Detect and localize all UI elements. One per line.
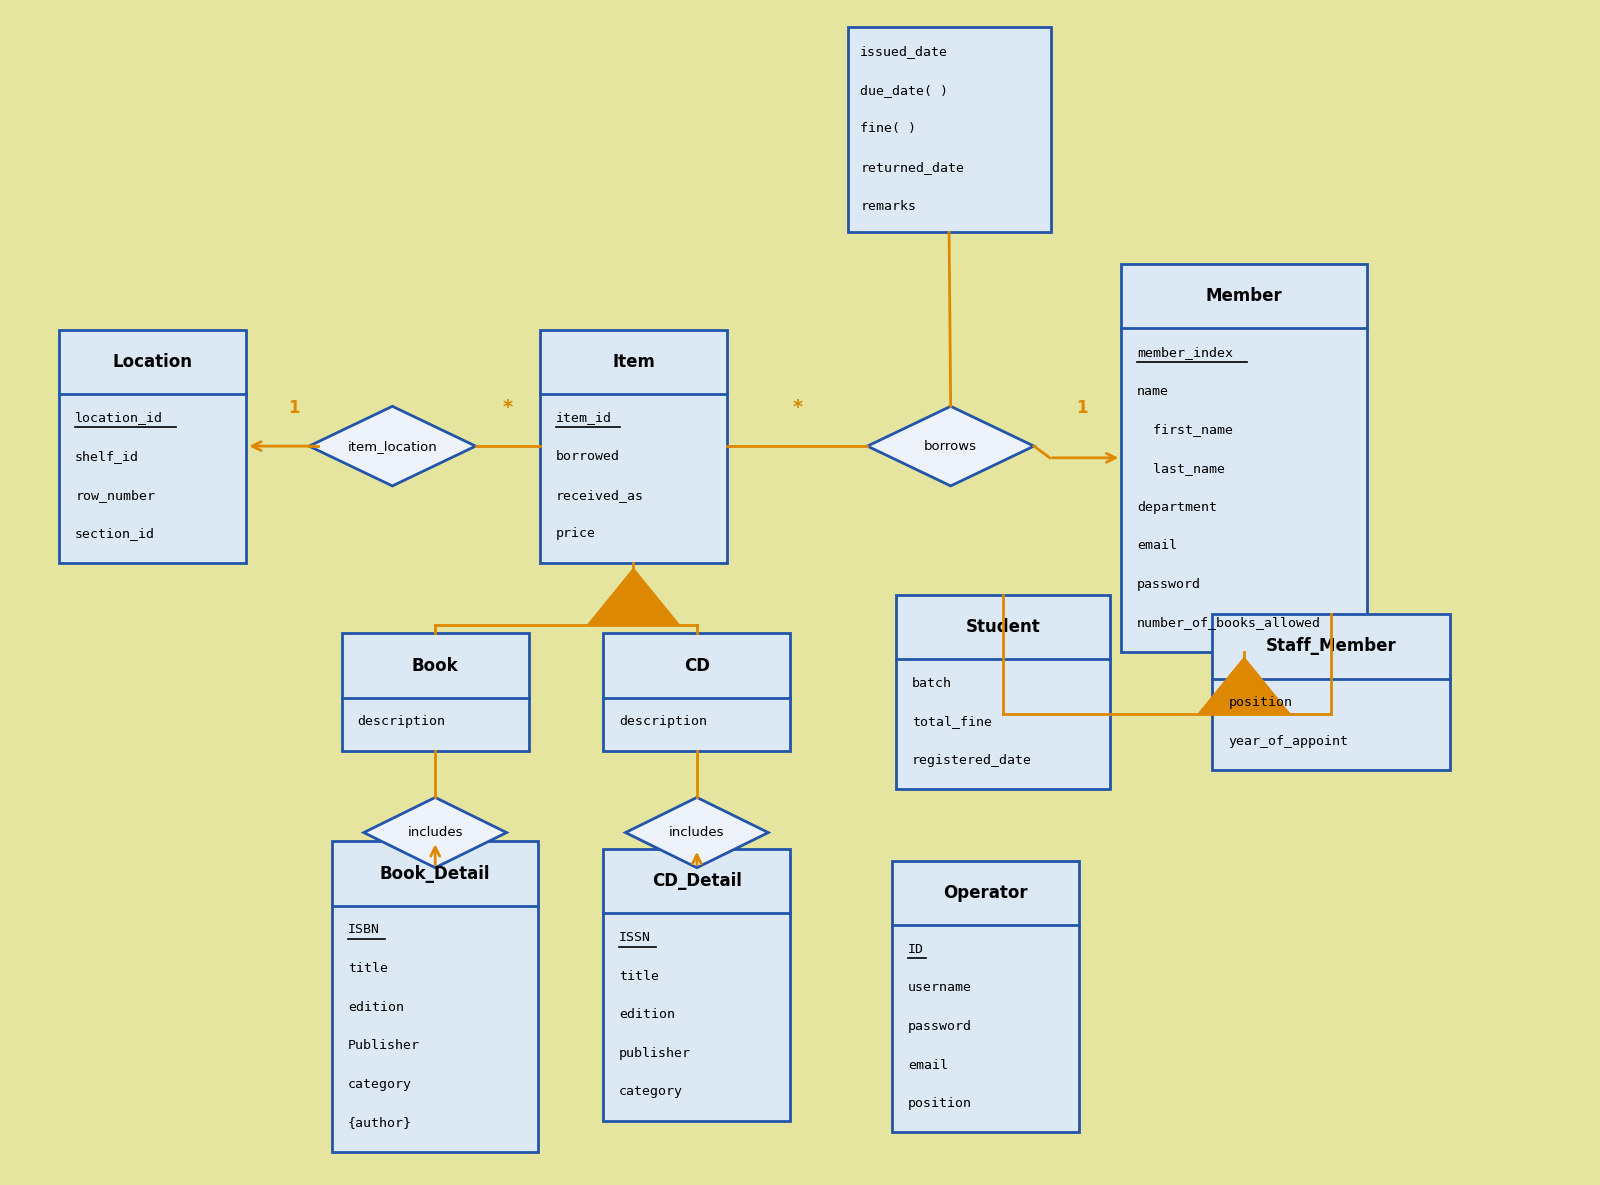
Text: Operator: Operator [944,884,1027,902]
Text: issued_date: issued_date [861,45,949,58]
Text: ISSN: ISSN [619,931,651,944]
Text: Member: Member [1206,287,1283,306]
Text: title: title [347,962,387,975]
Text: username: username [907,981,971,994]
Text: registered_date: registered_date [912,754,1032,767]
Text: 1: 1 [288,399,299,417]
Text: Item: Item [613,353,654,371]
Text: CD: CD [683,656,710,674]
Text: fine( ): fine( ) [861,122,917,135]
Bar [1213,614,1450,770]
Text: Publisher: Publisher [347,1039,419,1052]
Text: publisher: publisher [619,1046,691,1059]
Text: Student: Student [966,619,1040,636]
Text: price: price [555,527,595,540]
Text: email: email [907,1058,947,1071]
Text: item_location: item_location [347,440,437,453]
Text: year_of_appoint: year_of_appoint [1229,735,1349,748]
Text: category: category [619,1085,683,1098]
Text: row_number: row_number [75,488,155,501]
Text: description: description [619,716,707,729]
Text: first_name: first_name [1138,423,1234,436]
Text: edition: edition [347,1000,403,1013]
Text: category: category [347,1078,411,1091]
Text: department: department [1138,500,1218,513]
Polygon shape [309,406,475,486]
Text: Book_Detail: Book_Detail [379,865,491,883]
Bar [603,848,790,1121]
Bar [896,595,1110,789]
Text: description: description [357,716,445,729]
Text: email: email [1138,539,1178,552]
Text: section_id: section_id [75,527,155,540]
Bar [891,860,1078,1133]
Bar [1122,264,1366,652]
Polygon shape [587,569,678,624]
Bar [59,329,246,563]
Text: title: title [619,969,659,982]
Bar [539,329,726,563]
Text: position: position [907,1097,971,1110]
Polygon shape [1198,658,1290,713]
Text: remarks: remarks [861,199,917,212]
Text: Location: Location [114,353,194,371]
Text: due_date( ): due_date( ) [861,84,949,97]
Text: password: password [1138,578,1202,591]
Text: returned_date: returned_date [861,161,965,174]
Text: location_id: location_id [75,411,163,424]
Text: Book: Book [411,656,459,674]
Text: *: * [792,398,802,417]
Text: name: name [1138,385,1170,398]
Text: edition: edition [619,1008,675,1021]
Polygon shape [626,798,768,867]
Polygon shape [363,798,507,867]
Text: member_index: member_index [1138,346,1234,359]
Text: includes: includes [669,826,725,839]
Text: password: password [907,1020,971,1033]
Bar [333,841,538,1152]
Text: borrowed: borrowed [555,450,619,463]
Text: 1: 1 [1075,399,1088,417]
Text: includes: includes [408,826,462,839]
Text: number_of_books_allowed: number_of_books_allowed [1138,616,1322,629]
Text: shelf_id: shelf_id [75,450,139,463]
Text: CD_Detail: CD_Detail [651,872,742,890]
Text: position: position [1229,696,1293,709]
Text: last_name: last_name [1138,462,1226,475]
Polygon shape [867,406,1034,486]
Text: Staff_Member: Staff_Member [1266,638,1397,655]
Bar [848,27,1051,232]
Text: batch: batch [912,677,952,690]
Text: ISBN: ISBN [347,923,379,936]
Text: total_fine: total_fine [912,716,992,729]
Text: *: * [502,398,514,417]
Text: borrows: borrows [925,440,978,453]
Text: item_id: item_id [555,411,611,424]
Text: received_as: received_as [555,488,643,501]
Text: {author}: {author} [347,1116,411,1129]
Bar [342,634,528,750]
Text: ID: ID [907,942,923,955]
Bar [603,634,790,750]
